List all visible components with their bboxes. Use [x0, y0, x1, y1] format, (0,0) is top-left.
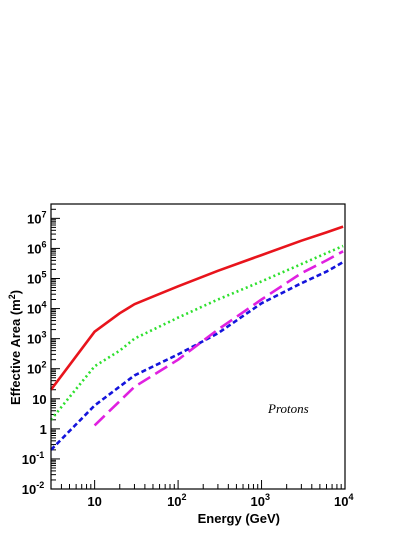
- x-axis-title: Energy (GeV): [198, 511, 280, 526]
- y-tick-label: 107: [27, 209, 46, 226]
- x-tick-label: 103: [251, 492, 270, 509]
- y-axis-title-sup: 2: [7, 294, 17, 299]
- y-axis-title: Effective Area (m2): [7, 290, 23, 405]
- series-line-4: [93, 250, 344, 427]
- y-tick-label: 10-1: [22, 450, 44, 467]
- y-tick-label: 1: [40, 422, 47, 437]
- protons-annotation: Protons: [267, 401, 309, 416]
- axes: 10 102 103 104 10-2 10-1 1 10 102 103 104 105 106 107: [22, 203, 353, 509]
- plot-frame: [50, 203, 346, 490]
- series-line-3: [50, 260, 344, 451]
- x-tick-label: 10: [87, 494, 101, 509]
- x-tick-label: 104: [334, 492, 353, 509]
- series-line-1: [49, 225, 344, 391]
- series-lines: [49, 225, 344, 451]
- y-tick-label: 10: [32, 392, 46, 407]
- y-axis-title-text: Effective Area (m: [8, 299, 23, 405]
- x-tick-label: 102: [167, 492, 186, 509]
- y-tick-label: 106: [27, 239, 46, 256]
- y-axis-title-close: ): [8, 290, 23, 294]
- y-tick-label: 103: [27, 330, 46, 347]
- y-tick-label: 104: [27, 300, 46, 317]
- y-tick-label: 102: [27, 360, 46, 377]
- y-tick-label: 10-2: [22, 480, 44, 497]
- y-tick-label: 105: [27, 269, 46, 286]
